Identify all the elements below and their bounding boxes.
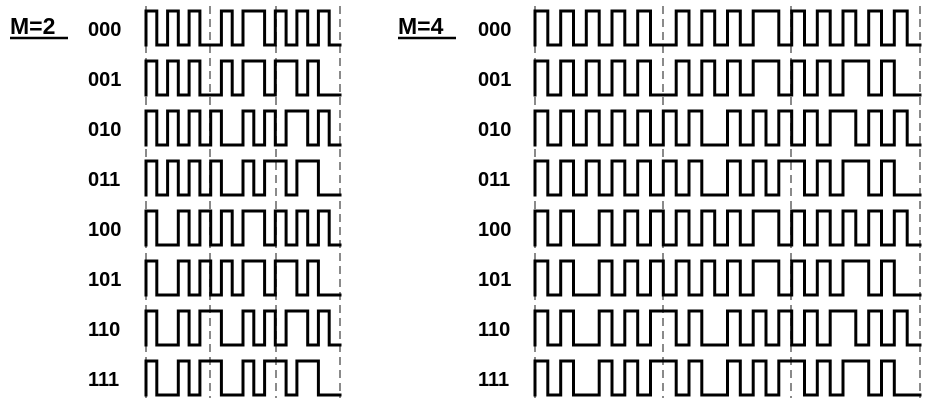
code-label-m4: 111	[478, 369, 509, 391]
panel-m2: M=2 000 001 010 011 100 101 110 111	[10, 6, 342, 398]
waveform-m2-101	[144, 259, 342, 297]
waveform-m2-110	[144, 309, 342, 347]
code-label-m4: 001	[478, 69, 511, 91]
waveform-m2-000	[144, 9, 342, 47]
waveform-m4-000	[533, 9, 922, 47]
waveform-m2-100	[144, 209, 342, 247]
waveform-m4-010	[533, 109, 922, 147]
code-label-m2: 110	[88, 319, 120, 341]
waveform-m2-111	[144, 359, 342, 397]
code-label-m2: 111	[88, 369, 119, 391]
code-label-m2: 101	[88, 269, 121, 291]
code-label-m4: 010	[478, 119, 511, 141]
code-label-m4: 100	[478, 219, 511, 241]
code-label-m2: 011	[88, 169, 120, 191]
panel-m4: M=4 000 001 010 011 100 101 110 111	[398, 6, 922, 398]
panel-title-m4: M=4	[398, 13, 444, 39]
waveform-m4-101	[533, 259, 922, 297]
code-label-m4: 101	[478, 269, 511, 291]
waveform-m4-110	[533, 309, 922, 347]
waveform-m2-001	[144, 59, 342, 97]
waveform-m4-111	[533, 359, 922, 397]
waveform-m2-010	[144, 109, 342, 147]
waveform-m4-100	[533, 209, 922, 247]
code-label-m4: 110	[478, 319, 510, 341]
panel-title-m2: M=2	[10, 13, 55, 39]
code-label-m4: 011	[478, 169, 510, 191]
code-label-m2: 001	[88, 69, 121, 91]
code-label-m2: 100	[88, 219, 121, 241]
code-label-m2: 000	[88, 19, 121, 41]
waveform-m4-011	[533, 159, 922, 197]
waveform-m4-001	[533, 59, 922, 97]
code-label-m4: 000	[478, 19, 511, 41]
waveform-m2-011	[144, 159, 342, 197]
code-label-m2: 010	[88, 119, 121, 141]
